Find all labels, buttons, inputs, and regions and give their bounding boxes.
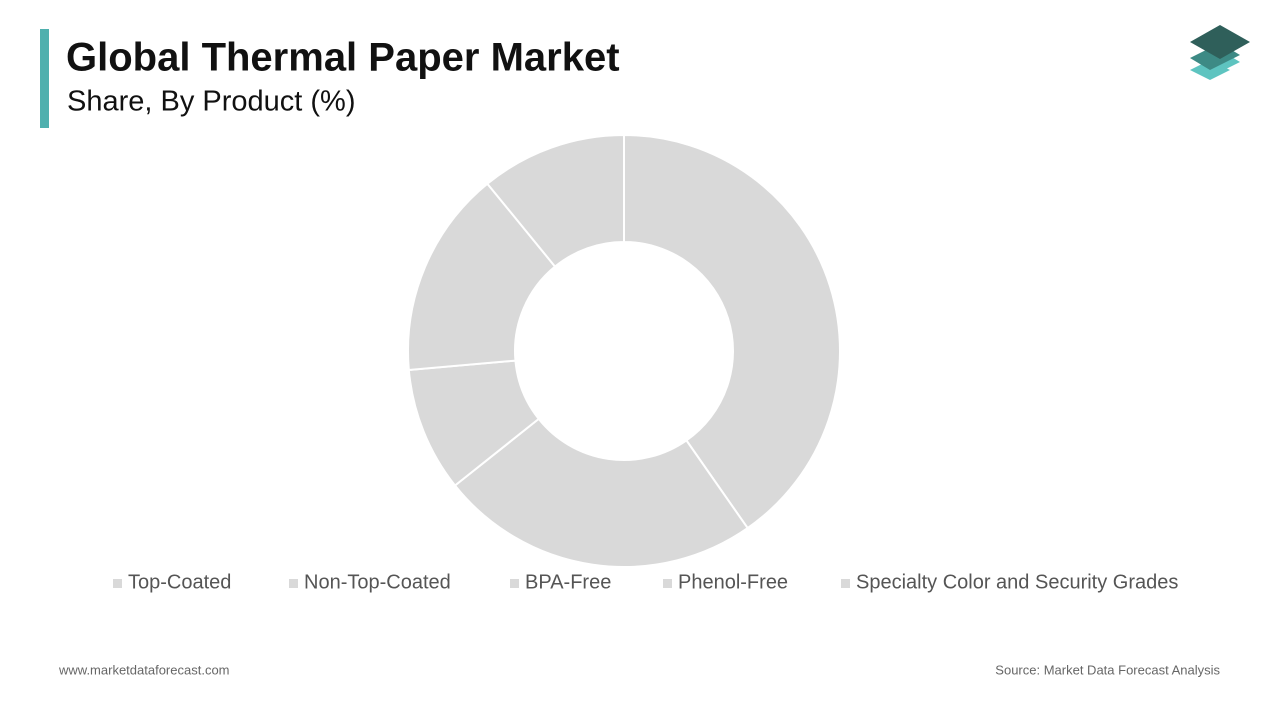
title-accent	[40, 29, 49, 128]
chart-title: Global Thermal Paper Market	[66, 36, 620, 80]
legend-label: Non-Top-Coated	[304, 571, 451, 593]
legend-marker	[663, 579, 672, 588]
donut-segment	[453, 417, 750, 568]
footer-source: Source: Market Data Forecast Analysis	[995, 662, 1220, 677]
donut-segment	[623, 133, 841, 530]
legend-label: Top-Coated	[128, 571, 231, 593]
logo	[1190, 25, 1250, 80]
donut-segment	[407, 182, 557, 372]
legend-marker	[841, 579, 850, 588]
legend-label: Phenol-Free	[678, 571, 788, 593]
legend-marker	[289, 579, 298, 588]
donut-segment	[485, 133, 625, 268]
legend-marker	[510, 579, 519, 588]
legend-label: Specialty Color and Security Grades	[856, 571, 1178, 593]
legend-label: BPA-Free	[525, 571, 611, 593]
chart-subtitle: Share, By Product (%)	[67, 86, 356, 118]
footer-website: www.marketdataforecast.com	[58, 662, 230, 677]
legend-marker	[113, 579, 122, 588]
